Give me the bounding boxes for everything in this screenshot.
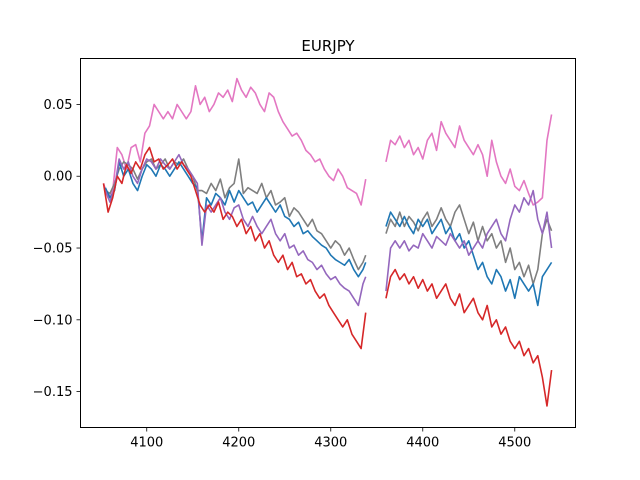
series-line-3-segment-2: [385, 211, 553, 307]
series-line-2-segment-2: [385, 204, 553, 285]
y-tick-label: 0.05: [44, 98, 73, 113]
y-tick-label: −0.10: [33, 313, 73, 328]
chart-title: EURJPY: [301, 37, 355, 55]
series-line-5-segment-1: [102, 146, 367, 350]
y-tick-label: −0.05: [33, 242, 73, 257]
series-layer: [102, 77, 553, 407]
x-tick-label: 4200: [222, 436, 255, 451]
x-tick-label: 4500: [498, 436, 531, 451]
series-line-4-segment-2: [385, 189, 553, 292]
x-tick-label: 4100: [130, 436, 163, 451]
series-line-4-segment-1: [104, 153, 367, 307]
series-line-5-segment-2: [385, 268, 553, 407]
plot-frame: [80, 58, 576, 428]
series-line-1-segment-2: [385, 114, 553, 206]
x-tick-label: 4400: [406, 436, 439, 451]
x-tick-label: 4300: [314, 436, 347, 451]
y-tick-label: −0.15: [33, 385, 73, 400]
series-line-3-segment-1: [104, 161, 367, 278]
series-line-1-segment-1: [102, 77, 367, 206]
axis-layer: 4100 4200 4300 4400 4500 0.05 0.00 −0.05 −0.10 −0…: [33, 98, 532, 451]
y-tick-label: 0.00: [44, 170, 73, 185]
